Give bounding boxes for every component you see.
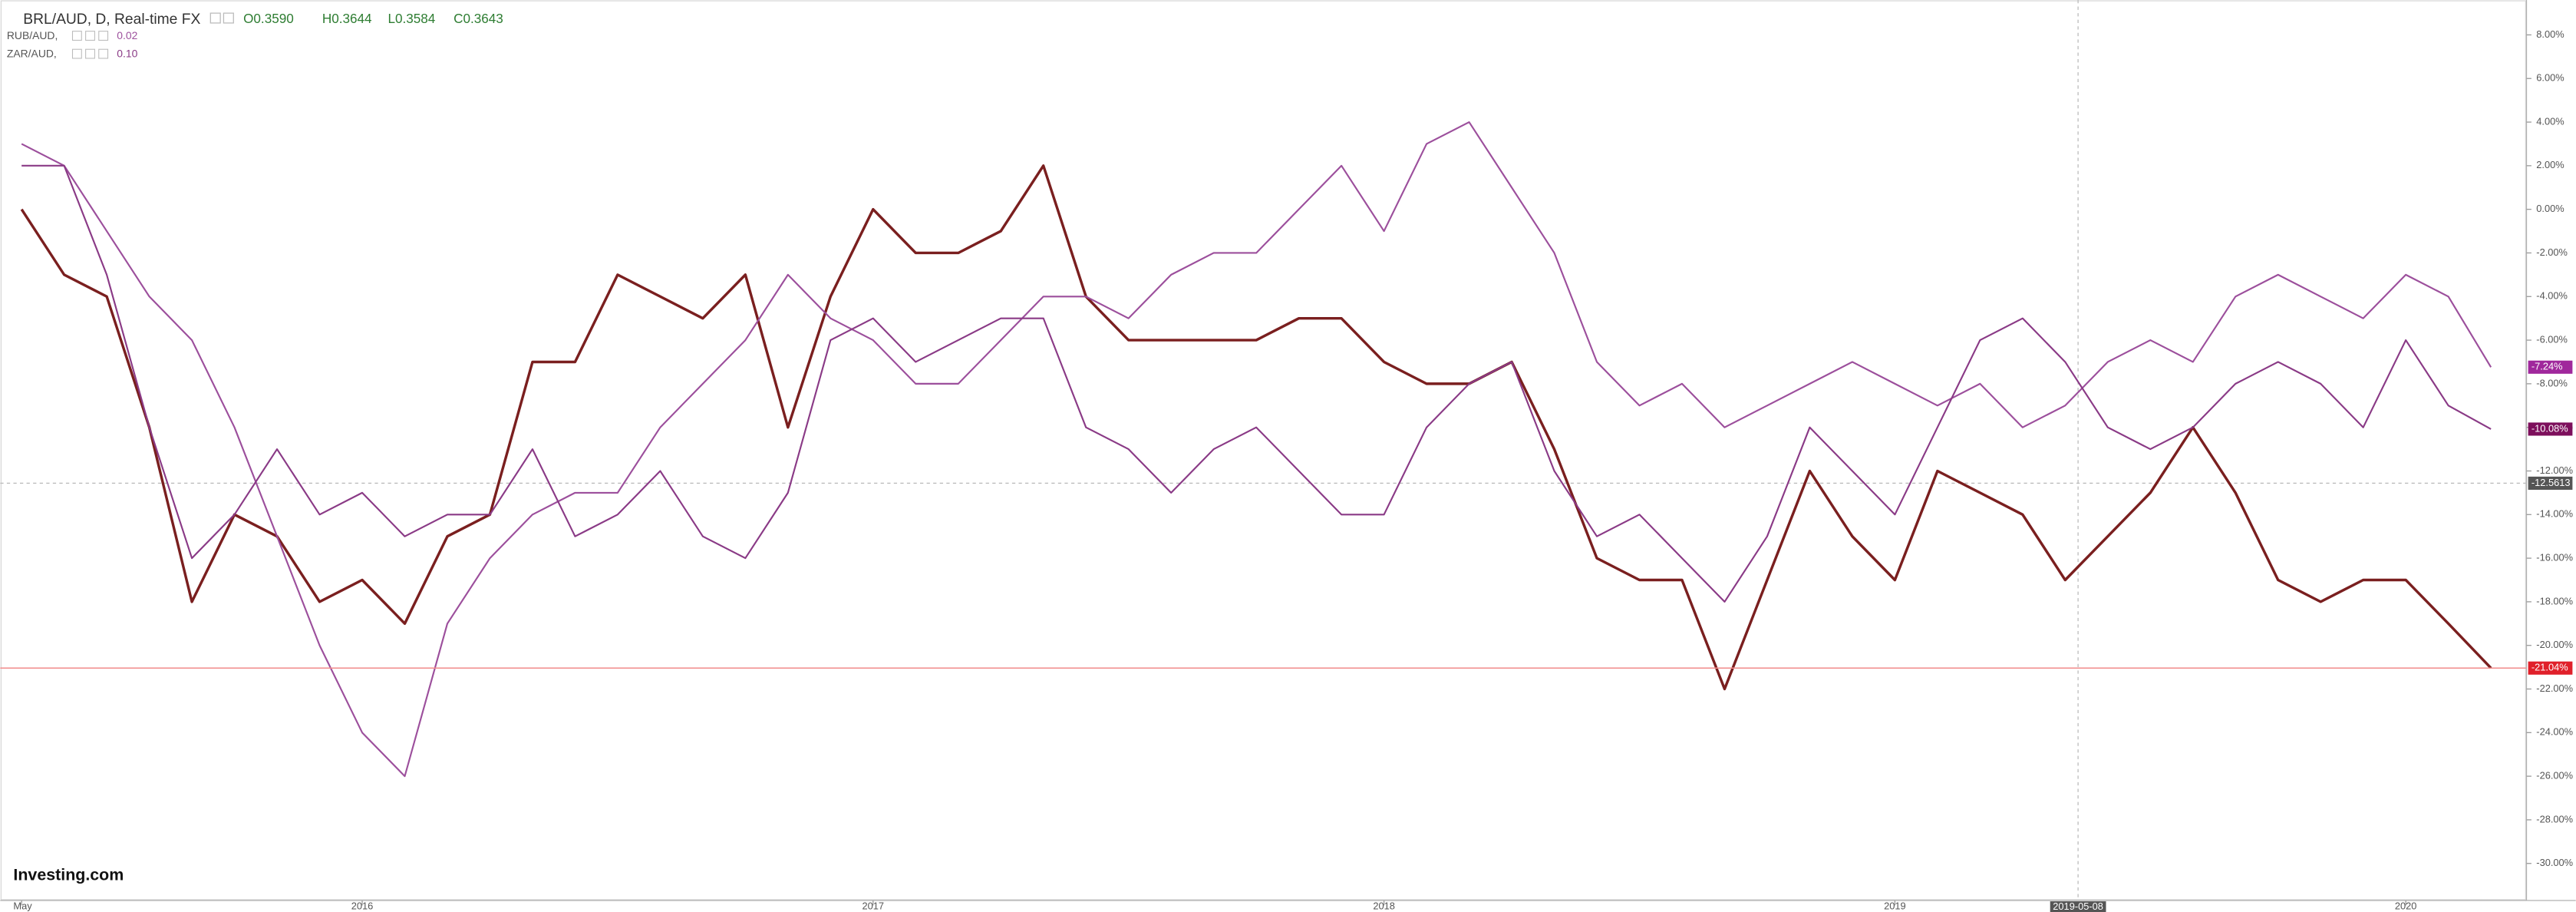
y-tick-label: -18.00% <box>2536 595 2573 606</box>
icon[interactable] <box>223 12 234 24</box>
legend-icon <box>71 31 82 41</box>
icon[interactable] <box>209 12 221 24</box>
y-tick-label: -8.00% <box>2536 377 2568 388</box>
series-line <box>21 121 2492 778</box>
y-tick-label: -14.00% <box>2536 508 2573 520</box>
y-tick-label: -20.00% <box>2536 639 2573 650</box>
legend-icon <box>85 48 95 59</box>
ohlc-value: O0.3590 <box>243 12 294 26</box>
crosshair-x-label: 2019-05-08 <box>2053 900 2103 912</box>
x-tick-label: 2020 <box>2395 900 2417 912</box>
plot-frame <box>0 0 2527 900</box>
y-tick-label: -26.00% <box>2536 770 2573 781</box>
ohlc-value: L0.3584 <box>388 12 435 26</box>
crosshair-y-label: -12.5613 <box>2531 477 2571 488</box>
ohlc-value: H0.3644 <box>322 12 372 26</box>
chart-title: BRL/AUD, D, Real-time FX <box>23 12 200 28</box>
y-tick-label: -30.00% <box>2536 857 2573 868</box>
last-value-label: -10.08% <box>2531 422 2568 434</box>
y-tick-label: -4.00% <box>2536 290 2568 302</box>
x-tick-label: 2016 <box>351 900 374 912</box>
last-value-label: -7.24% <box>2531 361 2563 372</box>
crosshair-x-bg <box>2050 901 2106 912</box>
legend-icon <box>98 48 109 59</box>
last-value-label: -21.04% <box>2531 662 2568 673</box>
x-tick-label: 2017 <box>863 900 885 912</box>
legend-icon <box>98 31 109 41</box>
x-tick-label: 2018 <box>1373 900 1395 912</box>
series-line <box>21 164 2492 603</box>
y-tick-label: -28.00% <box>2536 813 2573 824</box>
series-line <box>20 164 2492 691</box>
legend-icon <box>85 31 95 41</box>
crosshair-y-bg <box>2528 476 2573 490</box>
last-value-bg <box>2528 360 2573 374</box>
y-tick-label: 0.00% <box>2536 203 2564 214</box>
y-tick-label: 8.00% <box>2536 28 2564 40</box>
legend-label: RUB/AUD, <box>7 29 58 41</box>
y-tick-label: -6.00% <box>2536 333 2568 345</box>
y-tick-label: -16.00% <box>2536 551 2573 563</box>
ohlc-value: C0.3643 <box>454 12 503 26</box>
y-tick-label: 4.00% <box>2536 115 2564 127</box>
legend-label: ZAR/AUD, <box>7 47 57 59</box>
legend-value: 0.02 <box>117 29 137 41</box>
title-controls <box>209 12 234 24</box>
y-tick-label: -22.00% <box>2536 682 2573 694</box>
y-tick-label: 6.00% <box>2536 72 2564 84</box>
y-tick-label: -2.00% <box>2536 246 2568 258</box>
logo: Investing.com <box>13 866 124 884</box>
x-tick-label: May <box>13 900 32 912</box>
y-tick-label: -12.00% <box>2536 464 2573 476</box>
legend-icon <box>71 48 82 59</box>
y-tick-label: 2.00% <box>2536 159 2564 170</box>
x-tick-label: 2019 <box>1884 900 1906 912</box>
legend-value: 0.10 <box>117 47 137 59</box>
last-value-bg <box>2528 661 2573 675</box>
last-value-bg <box>2528 422 2573 436</box>
y-tick-label: -24.00% <box>2536 726 2573 738</box>
